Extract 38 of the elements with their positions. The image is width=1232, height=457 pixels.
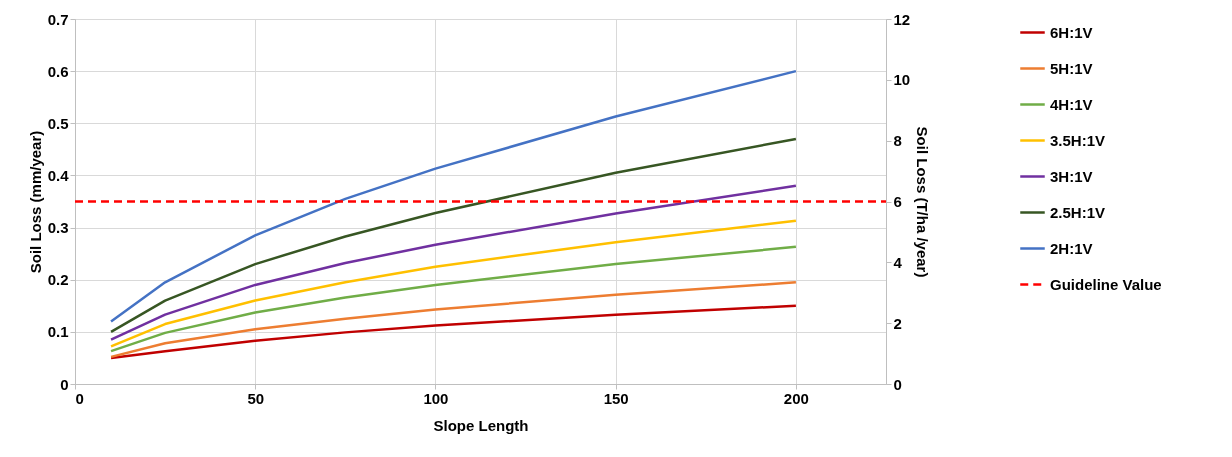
y2-tick-label: 6 [893,193,902,210]
legend-label: 2H:1V [1050,239,1093,257]
x-tick-label: 100 [423,389,449,407]
line-series [109,304,798,360]
y2-tick-label: 2 [893,314,902,332]
legend-label: 3H:1V [1050,167,1093,185]
x-axis-title: Slope Length [433,416,529,434]
y-tick-label: 0.4 [47,166,70,184]
y2-tick-label: 10 [893,71,911,89]
y-tick-label: 0.1 [47,323,69,341]
y2-tick-label: 8 [893,132,902,150]
line-series [109,219,798,348]
line-series [109,184,798,341]
y-tick-label: 0.7 [47,10,69,28]
line-series [109,281,798,359]
y-axis-title: Soil Loss (mm/year) [26,130,44,274]
y-tick-label: 0.5 [47,114,69,132]
line-series [109,245,798,353]
legend-label: Guideline Value [1050,275,1162,293]
y-tick-label: 0.2 [47,271,69,289]
y2-tick-label: 12 [893,10,911,28]
y-tick-label: 0 [60,375,69,393]
line-series [109,69,798,323]
y2-axis-title: Soil Loss (T/ha /year) [914,126,932,278]
x-tick-label: 50 [247,389,265,407]
line-series [109,137,798,334]
y2-tick-label: 4 [893,253,903,271]
legend-label: 6H:1V [1050,23,1093,41]
legend-label: 2.5H:1V [1050,203,1106,221]
y-tick-label: 0.3 [47,219,69,237]
legend-label: 3.5H:1V [1050,131,1106,149]
y2-tick-label: 0 [893,375,902,393]
x-tick-label: 150 [603,389,629,407]
legend-label: 4H:1V [1050,95,1093,113]
legend-label: 5H:1V [1050,59,1093,77]
x-tick-label: 0 [75,389,84,407]
y-tick-label: 0.6 [47,62,69,80]
x-tick-label: 200 [783,389,809,407]
